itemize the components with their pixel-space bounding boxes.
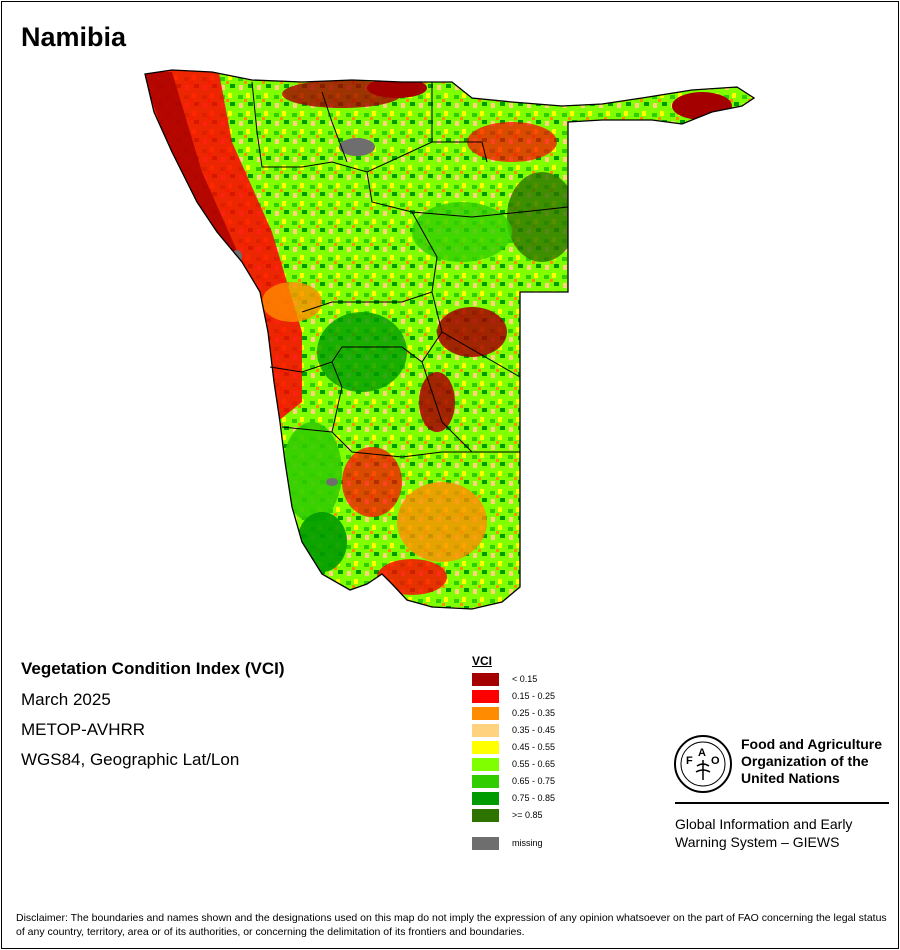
legend-label: < 0.15 [512, 674, 538, 684]
legend-label: >= 0.85 [512, 810, 543, 820]
svg-text:F: F [686, 755, 693, 767]
legend-swatch [472, 673, 499, 686]
legend-label: 0.25 - 0.35 [512, 708, 556, 718]
svg-text:O: O [711, 755, 720, 767]
legend-label: 0.15 - 0.25 [512, 691, 556, 701]
fao-logo-icon: F A O [674, 735, 732, 793]
vci-raster [145, 70, 754, 609]
map-projection: WGS84, Geographic Lat/Lon [21, 750, 240, 769]
disclaimer: Disclaimer: The boundaries and names sho… [16, 912, 887, 938]
giews-line: Warning System – GIEWS [675, 834, 840, 850]
giews-line: Global Information and Early [675, 816, 853, 832]
svg-text:A: A [698, 747, 706, 759]
legend-swatch [472, 741, 499, 754]
map-date: March 2025 [21, 690, 111, 709]
legend-label: missing [512, 838, 543, 848]
legend-label: 0.55 - 0.65 [512, 759, 556, 769]
country-outline [144, 69, 756, 610]
legend-label: 0.35 - 0.45 [512, 725, 556, 735]
fao-name-line: Food and Agriculture [741, 736, 883, 752]
legend-label: 0.75 - 0.85 [512, 793, 556, 803]
map-sensor: METOP-AVHRR [21, 720, 146, 739]
fao-name-line: Organization of the [741, 753, 869, 769]
legend-swatch [472, 775, 499, 788]
fao-divider [675, 802, 889, 804]
legend-swatch [472, 724, 499, 737]
legend-swatch [472, 809, 499, 822]
fao-name: Food and Agriculture Organization of the… [741, 736, 882, 787]
legend-swatch [472, 707, 499, 720]
legend-label: 0.65 - 0.75 [512, 776, 556, 786]
legend-swatch [472, 758, 499, 771]
fao-name-line: United Nations [741, 770, 840, 786]
map-product-title: Vegetation Condition Index (VCI) [21, 659, 285, 678]
legend-swatch [472, 837, 499, 850]
admin-boundaries [251, 81, 569, 458]
giews-name: Global Information and Early Warning Sys… [675, 815, 852, 851]
legend-swatch [472, 690, 499, 703]
legend-label: 0.45 - 0.55 [512, 742, 556, 752]
map-country-title: Namibia [21, 22, 127, 52]
legend-title: VCI [472, 654, 493, 668]
legend-swatch [472, 792, 499, 805]
